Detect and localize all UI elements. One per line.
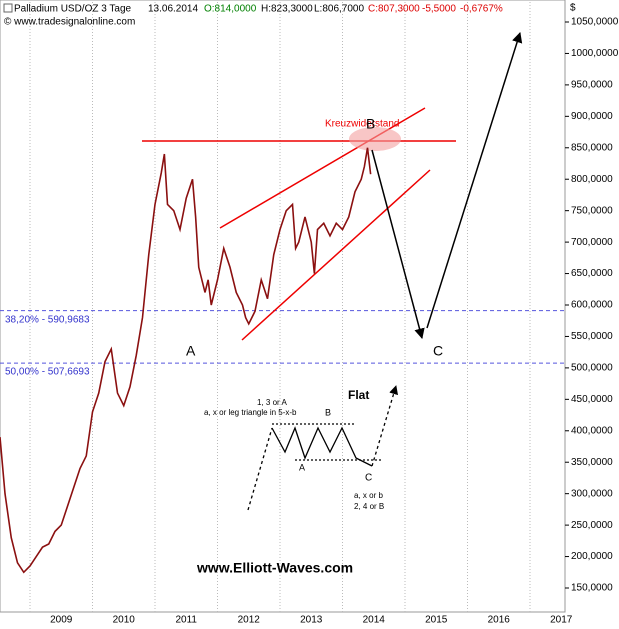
- level-label: 38,20% - 590,9683: [5, 314, 90, 325]
- level-label: 50,00% - 507,6693: [5, 367, 90, 378]
- y-unit: $: [570, 3, 576, 14]
- annotation: C: [365, 473, 372, 484]
- y-tick-label: 850,0000: [571, 142, 613, 153]
- x-tick-label: 2016: [488, 615, 511, 626]
- y-tick-label: 600,0000: [571, 300, 613, 311]
- y-tick-label: 1000,0000: [571, 48, 619, 59]
- x-tick-label: 2014: [363, 615, 386, 626]
- y-tick-label: 800,0000: [571, 174, 613, 185]
- channel-top: [219, 107, 426, 229]
- y-tick-label: 550,0000: [571, 331, 613, 342]
- low: L:806,7000: [314, 4, 364, 15]
- annotation: B: [366, 116, 375, 132]
- plot-area: [0, 0, 566, 613]
- annotation: A: [299, 462, 305, 472]
- trend-lines: [142, 107, 456, 341]
- change: -5,5000: [422, 4, 456, 15]
- y-tick-label: 150,0000: [571, 583, 613, 594]
- annotation: B: [325, 407, 331, 417]
- channel-bottom: [241, 169, 431, 341]
- x-tick-label: 2012: [238, 615, 261, 626]
- annotation: a, x or leg triangle in 5-x-b: [204, 408, 297, 417]
- y-tick-label: 300,0000: [571, 488, 613, 499]
- annotation: 1, 3 or A: [257, 398, 287, 407]
- y-tick-label: 950,0000: [571, 80, 613, 91]
- y-tick-label: 400,0000: [571, 425, 613, 436]
- website: www.Elliott-Waves.com: [196, 560, 353, 576]
- arrow: [371, 149, 425, 340]
- price-line: [0, 147, 372, 574]
- y-tick-label: 650,0000: [571, 268, 613, 279]
- annotation: A: [186, 343, 196, 359]
- change-pct: -0,6767%: [460, 4, 503, 15]
- source: © www.tradesignalonline.com: [4, 17, 135, 28]
- annotation: 2, 4 or B: [354, 502, 384, 511]
- y-tick-label: 1050,0000: [571, 17, 619, 28]
- x-tick-label: 2009: [50, 615, 73, 626]
- y-tick-label: 500,0000: [571, 363, 613, 374]
- flat-in: [247, 427, 273, 511]
- chart-title: Palladium USD/OZ 3 Tage: [14, 4, 132, 15]
- annotation: Kreuzwiderstand: [325, 119, 399, 130]
- annotation: Flat: [348, 388, 369, 402]
- arrow: [426, 31, 523, 329]
- y-tick-label: 750,0000: [571, 205, 613, 216]
- close: C:807,3000: [368, 4, 420, 15]
- flat-path: [271, 426, 373, 467]
- x-tick-label: 2011: [175, 615, 197, 626]
- x-tick-label: 2010: [113, 615, 136, 626]
- y-tick-label: 700,0000: [571, 237, 613, 248]
- date: 13.06.2014: [148, 4, 198, 15]
- flat-diagram: [247, 385, 399, 511]
- x-tick-label: 2017: [550, 615, 573, 626]
- flat-out: [371, 385, 399, 467]
- highlight: [349, 127, 401, 151]
- icon: [3, 3, 13, 13]
- y-tick-label: 250,0000: [571, 520, 613, 531]
- y-tick-label: 200,0000: [571, 551, 613, 562]
- high: H:823,3000: [261, 4, 313, 15]
- forecast-arrows: [371, 31, 523, 340]
- x-tick-label: 2013: [300, 615, 323, 626]
- y-tick-label: 450,0000: [571, 394, 613, 405]
- open: O:814,0000: [204, 4, 257, 15]
- y-tick-label: 900,0000: [571, 111, 613, 122]
- annotation: C: [433, 343, 443, 359]
- x-tick-label: 2015: [425, 615, 448, 626]
- y-tick-label: 350,0000: [571, 457, 613, 468]
- annotation: a, x or b: [354, 491, 383, 500]
